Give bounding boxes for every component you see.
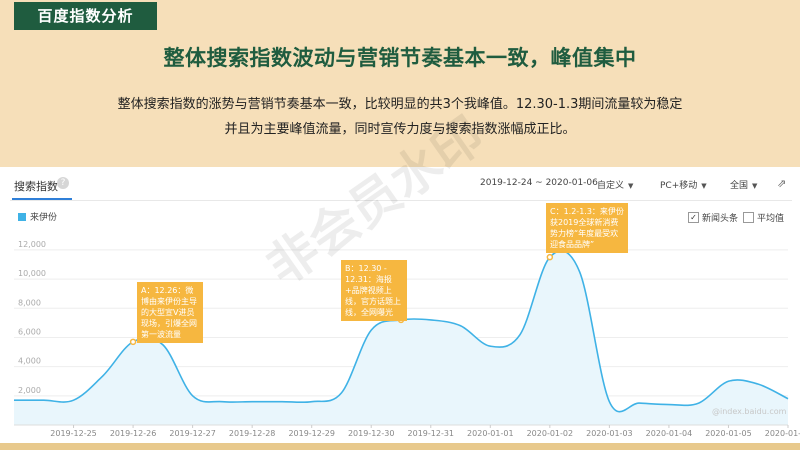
news-checkbox-label: 新闻头条: [702, 214, 739, 224]
x-tick-label: 2020-01-04: [646, 429, 693, 438]
y-tick-label: 6,000: [18, 327, 41, 336]
source-credit: @index.baidu.com: [712, 407, 787, 416]
x-tick-label: 2020-01-03: [586, 429, 633, 438]
chevron-down-icon: ▼: [752, 182, 758, 190]
custom-range-label: 自定义: [597, 181, 625, 191]
panel-divider: [10, 200, 792, 201]
device-dropdown[interactable]: PC+移动 ▼: [660, 178, 707, 191]
annotation-c[interactable]: C：1.2-1.3：来伊份获2019全球新消费势力榜“年度最受欢迎食品品牌”: [546, 203, 628, 253]
x-tick-label: 2019-12-29: [288, 429, 335, 438]
chevron-down-icon: ▼: [701, 182, 707, 190]
news-checkbox[interactable]: ✓: [688, 212, 699, 223]
x-tick-label: 2019-12-27: [169, 429, 216, 438]
help-icon[interactable]: ?: [57, 177, 69, 189]
x-tick-label: 2019-12-25: [50, 429, 97, 438]
annotation-marker-a: [129, 338, 137, 346]
y-tick-label: 12,000: [18, 240, 46, 249]
x-tick-label: 2020-01-06: [765, 429, 800, 438]
page-description: 整体搜索指数的涨势与营销节奏基本一致，比较明显的共3个我峰值。12.30-1.3…: [60, 92, 740, 142]
date-range-button[interactable]: 2019-12-24 ~ 2020-01-06: [480, 178, 598, 188]
bottom-strip: [0, 443, 800, 450]
annotation-a[interactable]: A：12.26：微博由来伊份主导的大型宣V进员现场，引爆全网第一波流量: [137, 282, 203, 343]
device-label: PC+移动: [660, 181, 698, 191]
region-label: 全国: [730, 181, 749, 191]
annotation-marker-c: [546, 253, 554, 261]
description-line-2: 并且为主要峰值流量，同时宣传力度与搜索指数涨幅成正比。: [224, 122, 576, 137]
x-tick-label: 2019-12-30: [348, 429, 395, 438]
panel-title[interactable]: 搜索指数: [14, 180, 58, 193]
series-area: [14, 250, 788, 425]
x-tick-label: 2019-12-26: [110, 429, 157, 438]
average-checkbox-label: 平均值: [757, 214, 785, 224]
y-tick-label: 10,000: [18, 269, 46, 278]
custom-range-dropdown[interactable]: 自定义 ▼: [597, 178, 633, 191]
page-title: 整体搜索指数波动与营销节奏基本一致，峰值集中: [163, 46, 637, 70]
y-tick-label: 8,000: [18, 298, 41, 307]
x-tick-label: 2019-12-28: [229, 429, 276, 438]
slide-tag: 百度指数分析: [14, 2, 157, 30]
x-tick-label: 2020-01-01: [467, 429, 514, 438]
average-checkbox[interactable]: [743, 212, 754, 223]
x-tick-label: 2020-01-05: [705, 429, 752, 438]
x-tick-label: 2020-01-02: [527, 429, 574, 438]
x-tick-label: 2019-12-31: [408, 429, 455, 438]
legend-swatch: [18, 213, 26, 221]
region-dropdown[interactable]: 全国 ▼: [730, 178, 757, 191]
chevron-down-icon: ▼: [628, 182, 634, 190]
y-tick-label: 4,000: [18, 357, 41, 366]
y-tick-label: 2,000: [18, 386, 41, 395]
legend-label[interactable]: 来伊份: [30, 213, 58, 223]
external-link-icon[interactable]: ⇗: [777, 177, 787, 190]
annotation-b[interactable]: B：12.30 - 12.31：海报+品牌视频上线，官方话题上线，全网曝光: [341, 260, 407, 321]
description-line-1: 整体搜索指数的涨势与营销节奏基本一致，比较明显的共3个我峰值。12.30-1.3…: [117, 97, 683, 112]
active-tab-underline: [12, 198, 72, 200]
